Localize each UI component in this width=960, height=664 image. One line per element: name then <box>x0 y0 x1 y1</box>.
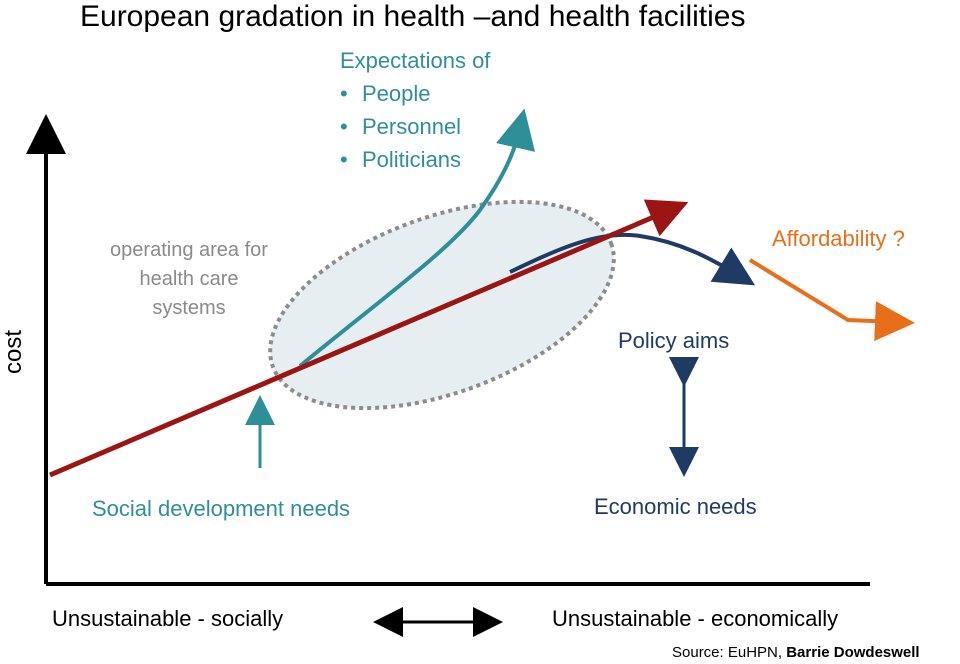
expectations-block: Expectations of • People • Personnel • Poli… <box>340 44 490 176</box>
expectation-people: People <box>362 81 431 106</box>
unsustainable-economically-label: Unsustainable - economically <box>552 606 839 631</box>
economic-needs-label: Economic needs <box>594 494 757 519</box>
expectation-politicians: Politicians <box>362 147 462 172</box>
list-item: • People <box>340 77 490 110</box>
expectations-curve <box>298 108 536 368</box>
bullet-icon: • <box>340 147 348 172</box>
bullet-icon: • <box>340 81 348 106</box>
source-credit: Source: EuHPN, Barrie Dowdeswell <box>672 644 920 661</box>
expectation-personnel: Personnel <box>362 114 462 139</box>
unsustainable-socially-label: Unsustainable - socially <box>52 606 284 631</box>
operating-area-label: operating area for health care systems <box>110 239 268 319</box>
list-item: • Personnel <box>340 110 490 143</box>
policy-aims-label: Policy aims <box>618 328 730 353</box>
source-author: Barrie Dowdeswell <box>786 644 920 661</box>
expectations-heading: Expectations of <box>340 48 491 73</box>
bullet-icon: • <box>340 114 348 139</box>
source-prefix: Source: EuHPN, <box>672 644 787 661</box>
y-axis-label: cost <box>0 329 28 375</box>
affordability-line <box>748 258 915 342</box>
expectations-list: • People • Personnel • Politicians <box>340 77 490 176</box>
trend-line <box>49 199 689 478</box>
affordability-label: Affordability ? <box>772 226 905 251</box>
social-needs-label: Social development needs <box>92 496 351 521</box>
list-item: • Politicians <box>340 143 490 176</box>
page-title: European gradation in health –and health… <box>80 0 746 33</box>
policy-curve <box>509 232 756 286</box>
